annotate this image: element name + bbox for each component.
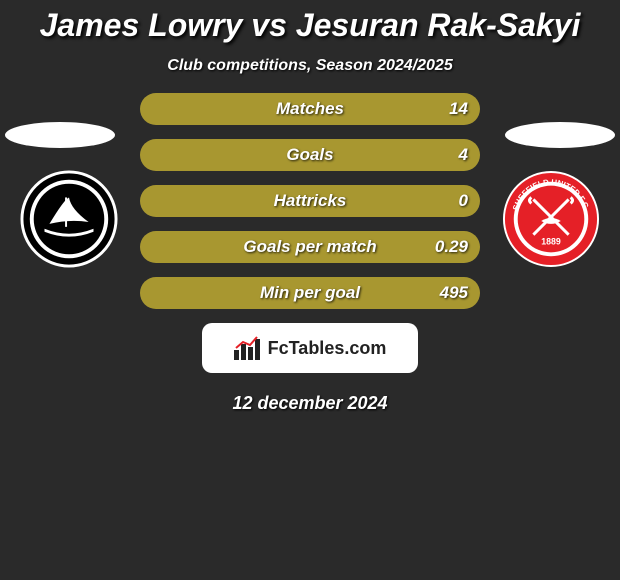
stat-row: Goals per match 0.29 — [0, 231, 620, 263]
stat-label: Goals per match — [243, 237, 376, 257]
stat-row: Goals 4 — [0, 139, 620, 171]
stat-label: Min per goal — [260, 283, 360, 303]
stat-value: 0.29 — [435, 237, 468, 257]
stats-container: Matches 14 Goals 4 Hattricks 0 Goals per match… — [0, 93, 620, 309]
stat-row: Min per goal 495 — [0, 277, 620, 309]
stat-label: Goals — [286, 145, 333, 165]
branding-chart-icon — [234, 336, 262, 360]
stat-value: 495 — [440, 283, 468, 303]
page-date: 12 december 2024 — [0, 393, 620, 414]
page-title: James Lowry vs Jesuran Rak-Sakyi — [0, 0, 620, 43]
branding-box: FcTables.com — [202, 323, 418, 373]
branding-label: FcTables.com — [268, 338, 387, 359]
stat-value: 0 — [459, 191, 468, 211]
stat-label: Matches — [276, 99, 344, 119]
subtitle: Club competitions, Season 2024/2025 — [0, 57, 620, 75]
stat-row: Matches 14 — [0, 93, 620, 125]
stat-row: Hattricks 0 — [0, 185, 620, 217]
stat-value: 14 — [449, 99, 468, 119]
stat-label: Hattricks — [274, 191, 347, 211]
stat-value: 4 — [459, 145, 468, 165]
